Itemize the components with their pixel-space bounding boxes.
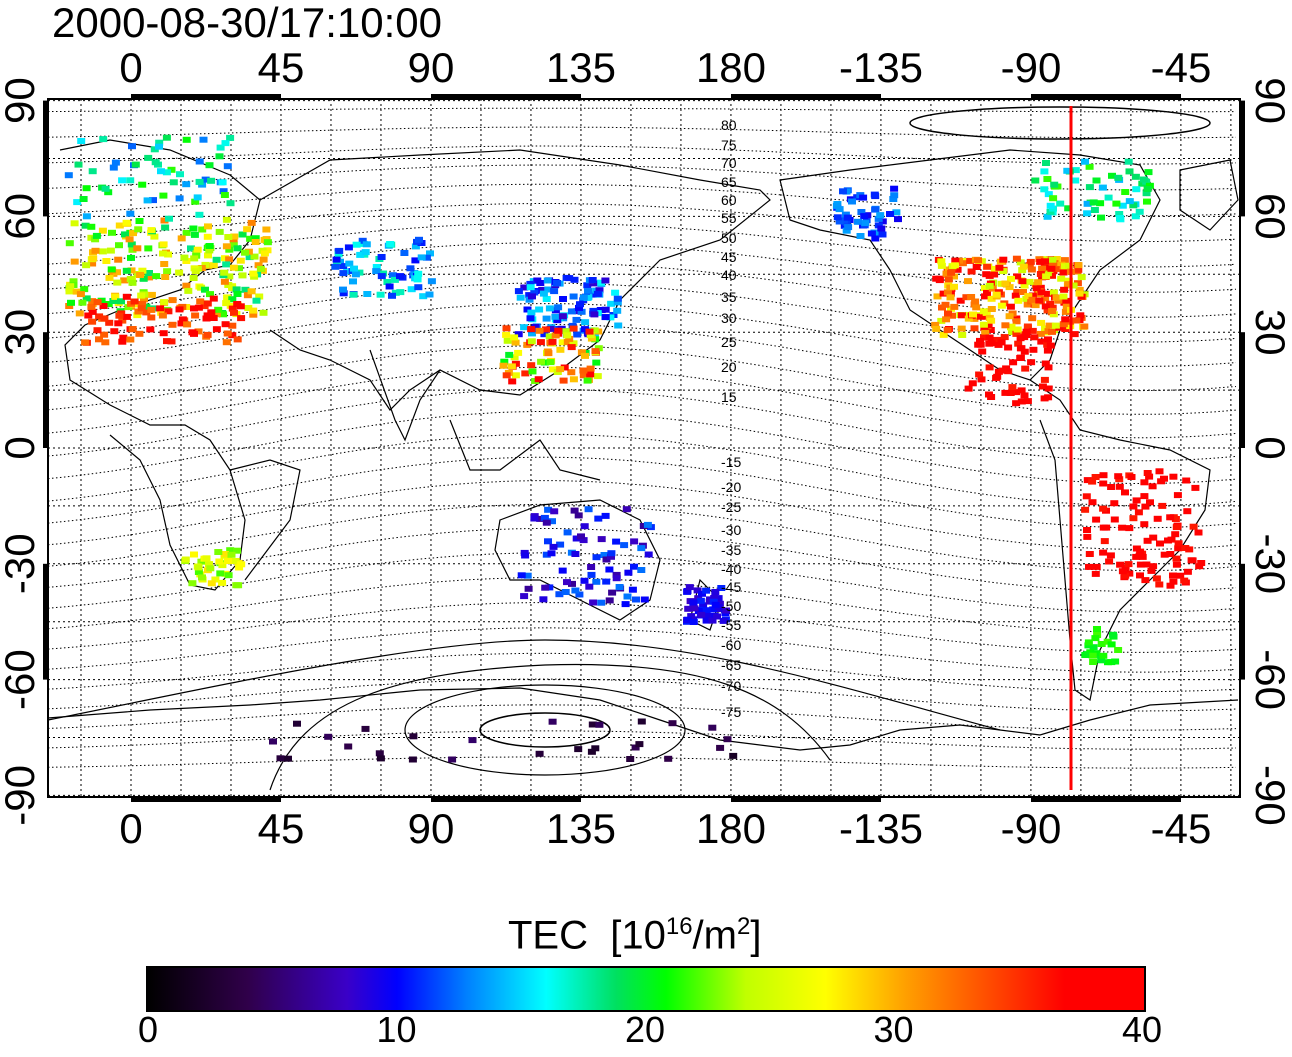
left-lat-label: -60 (0, 649, 43, 710)
right-lat-label: -60 (1247, 649, 1292, 710)
contour-label: -45 (721, 579, 741, 595)
contour-label: 75 (721, 137, 737, 153)
top-lon-label: 90 (408, 44, 455, 91)
colorbar-tick-label: 10 (376, 1009, 417, 1050)
contour-label: 35 (721, 289, 737, 305)
contour-label: -50 (721, 598, 741, 614)
contour-label: 60 (721, 192, 737, 208)
contour-label: -25 (721, 499, 741, 515)
contour-label: 45 (721, 249, 737, 265)
colorbar-tick-label: 20 (624, 1009, 666, 1050)
contour-label: 30 (721, 310, 737, 326)
bottom-lon-label: 90 (408, 805, 455, 852)
colorbar (146, 966, 1146, 1012)
top-lon-label: -135 (839, 44, 923, 91)
contour-label: 15 (721, 389, 737, 405)
left-lat-label: 90 (0, 77, 43, 124)
colorbar-tick-label: 0 (137, 1009, 159, 1050)
contour-label: 80 (721, 117, 737, 133)
colorbar-tick-label: 40 (1121, 1009, 1163, 1050)
contour-label: -30 (721, 522, 741, 538)
right-lat-label: 30 (1247, 309, 1292, 356)
contour-label: -15 (721, 454, 741, 470)
right-lat-label: -90 (1247, 765, 1292, 826)
contour-label: 70 (721, 155, 737, 171)
bottom-lon-label: 180 (696, 805, 766, 852)
top-lon-label: 135 (546, 44, 616, 91)
left-lat-label: 60 (0, 193, 43, 240)
magnetic-latitude-contours (47, 106, 1237, 791)
contour-label: -55 (721, 617, 741, 633)
colorbar-tick-label: 30 (873, 1009, 914, 1050)
contour-label: 65 (721, 174, 737, 190)
bottom-lon-label: -45 (1151, 805, 1212, 852)
right-lat-label: -30 (1247, 533, 1292, 594)
axis-tick-labels: 0 45 90 135 180 -135 -90 -450 45 90 135 180 -135 -90-… (0, 44, 1292, 852)
bottom-lon-label: 0 (119, 805, 142, 852)
contour-labels: 80 75 70 65 60 55 50 45 40 35 30 25 20 15 -15 -20 -25 -30… (721, 117, 741, 720)
contour-label: 40 (721, 267, 737, 283)
left-lat-label: -30 (0, 533, 43, 594)
frame-bars (43, 94, 1245, 802)
timestamp-title: 2000-08-30/17:10:00 (52, 0, 442, 46)
top-lon-label: -90 (1001, 44, 1062, 91)
right-lat-label: 90 (1247, 77, 1292, 124)
contour-label: 50 (721, 230, 737, 246)
contour-label: -20 (721, 479, 741, 495)
contour-label: -60 (721, 637, 741, 653)
contour-label: -40 (721, 561, 741, 577)
left-lat-label: 30 (0, 309, 43, 356)
bottom-lon-label: -90 (1001, 805, 1062, 852)
left-lat-label: 0 (0, 436, 43, 459)
top-lon-label: 180 (696, 44, 766, 91)
tec-data-points (64, 134, 1206, 763)
graticule (48, 99, 1240, 797)
contour-label: -65 (721, 657, 741, 673)
contour-label: -70 (721, 678, 741, 694)
bottom-lon-label: -135 (839, 805, 923, 852)
contour-label: 25 (721, 334, 737, 350)
left-lat-label: -90 (0, 765, 43, 826)
contour-label: 55 (721, 210, 737, 226)
contour-label: 20 (721, 359, 737, 375)
bottom-lon-label: 135 (546, 805, 616, 852)
right-lat-label: 60 (1247, 193, 1292, 240)
top-lon-label: 45 (258, 44, 305, 91)
bottom-lon-label: 45 (258, 805, 305, 852)
top-lon-label: 0 (119, 44, 142, 91)
top-lon-label: -45 (1151, 44, 1212, 91)
contour-label: -75 (721, 704, 741, 720)
colorbar-title: TEC [1016/m2] (508, 913, 762, 958)
right-lat-label: 0 (1247, 436, 1292, 459)
contour-label: -35 (721, 542, 741, 558)
